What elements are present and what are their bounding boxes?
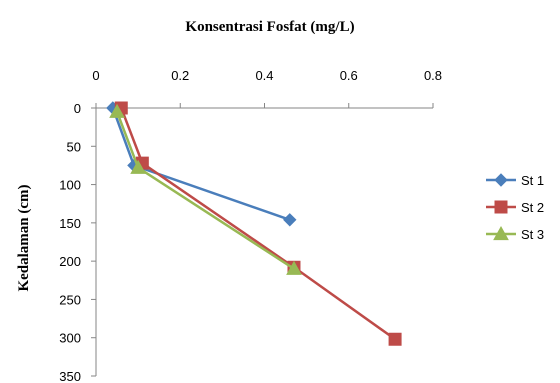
data-point: [283, 213, 297, 227]
legend-marker: [494, 173, 508, 187]
x-tick-label: 0: [92, 68, 99, 83]
x-tick-label: 0.6: [340, 68, 358, 83]
axes: 0 0.2 0.4 0.6 0.8 0 50 100 150 200 250 300 350: [59, 68, 442, 383]
legend-label: St 2: [521, 200, 544, 215]
x-tick-label: 0.2: [171, 68, 189, 83]
y-tick-label: 250: [59, 292, 81, 307]
y-tick-label: 150: [59, 216, 81, 231]
legend: St 1 St 2 St 3: [486, 173, 544, 242]
legend-label: St 1: [521, 173, 544, 188]
legend-item: St 3: [486, 225, 544, 242]
series-st-2: [114, 101, 402, 346]
data-point: [109, 103, 125, 118]
chart-title: Konsentrasi Fosfat (mg/L): [185, 19, 354, 35]
x-tick-label: 0.8: [424, 68, 442, 83]
legend-label: St 3: [521, 227, 544, 242]
data-point: [286, 260, 302, 275]
y-tick-label: 200: [59, 254, 81, 269]
series-st-3: [109, 103, 302, 275]
y-tick-label: 0: [74, 101, 81, 116]
series-line: [120, 107, 396, 341]
data-point: [388, 332, 402, 346]
legend-marker: [494, 200, 508, 214]
y-tick-label: 350: [59, 369, 81, 383]
y-tick-label: 50: [67, 139, 81, 154]
y-axis-label: Kedalaman (cm): [16, 184, 32, 291]
legend-item: St 1: [486, 173, 544, 188]
y-tick-label: 100: [59, 178, 81, 193]
data-point: [130, 159, 146, 174]
y-tick-label: 300: [59, 331, 81, 346]
legend-item: St 2: [486, 200, 544, 215]
plot-area: [106, 101, 402, 346]
legend-marker: [493, 225, 509, 241]
x-tick-label: 0.4: [255, 68, 273, 83]
